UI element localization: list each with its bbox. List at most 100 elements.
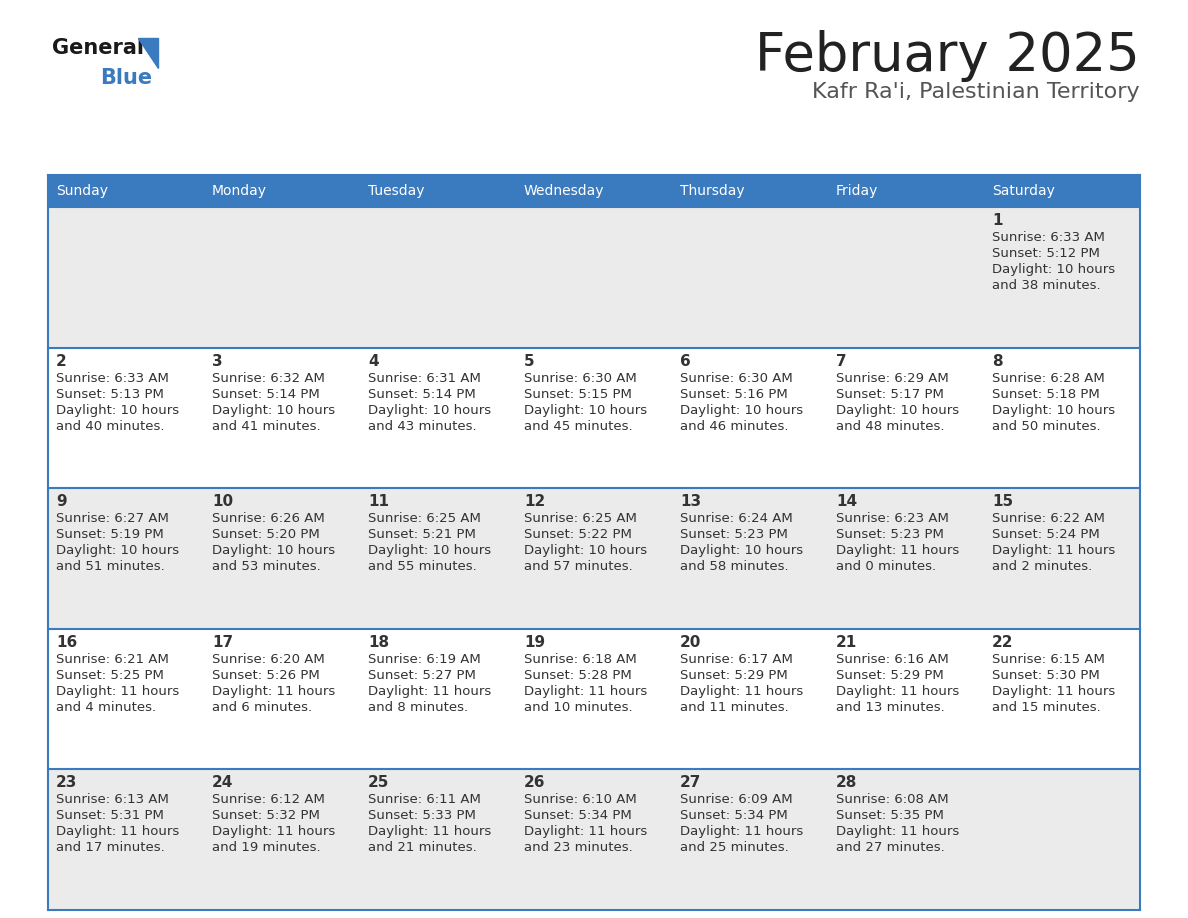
Text: and 0 minutes.: and 0 minutes. [836,560,936,573]
Text: Sunset: 5:17 PM: Sunset: 5:17 PM [836,387,944,400]
Text: Sunrise: 6:09 AM: Sunrise: 6:09 AM [680,793,792,806]
Text: Blue: Blue [100,68,152,88]
Text: 17: 17 [211,635,233,650]
Text: Sunset: 5:35 PM: Sunset: 5:35 PM [836,810,944,823]
Text: Daylight: 10 hours: Daylight: 10 hours [524,404,647,417]
Text: Sunset: 5:23 PM: Sunset: 5:23 PM [836,528,944,542]
Text: and 43 minutes.: and 43 minutes. [368,420,476,432]
Text: Daylight: 11 hours: Daylight: 11 hours [211,825,335,838]
Bar [204,348,360,488]
Text: and 17 minutes.: and 17 minutes. [56,842,165,855]
Bar [828,348,984,488]
Text: Daylight: 11 hours: Daylight: 11 hours [992,544,1116,557]
Bar [516,629,672,769]
Text: Sunrise: 6:16 AM: Sunrise: 6:16 AM [836,653,949,666]
Text: Daylight: 11 hours: Daylight: 11 hours [211,685,335,698]
Bar [360,175,516,207]
Bar [204,488,360,629]
Text: Sunset: 5:33 PM: Sunset: 5:33 PM [368,810,476,823]
Text: Kafr Ra'i, Palestinian Territory: Kafr Ra'i, Palestinian Territory [813,82,1140,102]
Text: Daylight: 11 hours: Daylight: 11 hours [836,544,959,557]
Text: Daylight: 10 hours: Daylight: 10 hours [56,544,179,557]
Text: and 45 minutes.: and 45 minutes. [524,420,633,432]
Bar [48,629,204,769]
Text: 5: 5 [524,353,535,369]
Text: Sunrise: 6:22 AM: Sunrise: 6:22 AM [992,512,1105,525]
Text: and 46 minutes.: and 46 minutes. [680,420,789,432]
Text: Daylight: 10 hours: Daylight: 10 hours [524,544,647,557]
Text: Sunrise: 6:31 AM: Sunrise: 6:31 AM [368,372,481,385]
Text: Daylight: 11 hours: Daylight: 11 hours [368,825,492,838]
Bar [828,629,984,769]
Bar [984,348,1140,488]
Text: Friday: Friday [836,184,878,198]
Bar [48,769,204,910]
Text: February 2025: February 2025 [756,30,1140,82]
Text: 10: 10 [211,494,233,509]
Text: Sunrise: 6:18 AM: Sunrise: 6:18 AM [524,653,637,666]
Text: Sunrise: 6:33 AM: Sunrise: 6:33 AM [56,372,169,385]
Bar [204,207,360,348]
Bar [360,629,516,769]
Text: Daylight: 10 hours: Daylight: 10 hours [992,404,1116,417]
Text: and 4 minutes.: and 4 minutes. [56,700,156,714]
Text: Sunrise: 6:29 AM: Sunrise: 6:29 AM [836,372,949,385]
Text: Daylight: 11 hours: Daylight: 11 hours [56,685,179,698]
Text: Sunrise: 6:24 AM: Sunrise: 6:24 AM [680,512,792,525]
Text: 9: 9 [56,494,67,509]
Text: 15: 15 [992,494,1013,509]
Text: and 27 minutes.: and 27 minutes. [836,842,944,855]
Text: 20: 20 [680,635,701,650]
Text: 7: 7 [836,353,847,369]
Bar [516,175,672,207]
Polygon shape [138,38,158,68]
Text: Sunset: 5:13 PM: Sunset: 5:13 PM [56,387,164,400]
Bar [48,348,204,488]
Text: Sunset: 5:18 PM: Sunset: 5:18 PM [992,387,1100,400]
Bar [360,348,516,488]
Text: and 10 minutes.: and 10 minutes. [524,700,633,714]
Bar [828,207,984,348]
Text: Sunset: 5:26 PM: Sunset: 5:26 PM [211,669,320,682]
Bar [672,175,828,207]
Text: Daylight: 11 hours: Daylight: 11 hours [680,685,803,698]
Text: and 41 minutes.: and 41 minutes. [211,420,321,432]
Bar [516,769,672,910]
Text: Sunset: 5:19 PM: Sunset: 5:19 PM [56,528,164,542]
Text: 6: 6 [680,353,690,369]
Text: Saturday: Saturday [992,184,1055,198]
Bar [360,207,516,348]
Text: Sunday: Sunday [56,184,108,198]
Text: Sunrise: 6:25 AM: Sunrise: 6:25 AM [524,512,637,525]
Text: 27: 27 [680,776,701,790]
Text: Sunset: 5:14 PM: Sunset: 5:14 PM [211,387,320,400]
Text: 18: 18 [368,635,390,650]
Bar [204,175,360,207]
Text: Sunset: 5:25 PM: Sunset: 5:25 PM [56,669,164,682]
Text: Sunrise: 6:28 AM: Sunrise: 6:28 AM [992,372,1105,385]
Text: Sunrise: 6:17 AM: Sunrise: 6:17 AM [680,653,792,666]
Text: 21: 21 [836,635,858,650]
Bar [984,629,1140,769]
Text: Sunrise: 6:30 AM: Sunrise: 6:30 AM [524,372,637,385]
Text: Sunrise: 6:20 AM: Sunrise: 6:20 AM [211,653,324,666]
Bar [360,488,516,629]
Text: 22: 22 [992,635,1013,650]
Text: 24: 24 [211,776,233,790]
Bar [516,488,672,629]
Text: 2: 2 [56,353,67,369]
Text: Daylight: 10 hours: Daylight: 10 hours [211,404,335,417]
Text: Daylight: 11 hours: Daylight: 11 hours [368,685,492,698]
Text: Sunset: 5:21 PM: Sunset: 5:21 PM [368,528,476,542]
Bar [48,488,204,629]
Text: Sunrise: 6:08 AM: Sunrise: 6:08 AM [836,793,949,806]
Text: Daylight: 10 hours: Daylight: 10 hours [56,404,179,417]
Text: Sunset: 5:34 PM: Sunset: 5:34 PM [524,810,632,823]
Text: Sunrise: 6:19 AM: Sunrise: 6:19 AM [368,653,481,666]
Bar [984,175,1140,207]
Bar [828,175,984,207]
Text: 19: 19 [524,635,545,650]
Text: 12: 12 [524,494,545,509]
Text: Sunset: 5:28 PM: Sunset: 5:28 PM [524,669,632,682]
Text: and 51 minutes.: and 51 minutes. [56,560,165,573]
